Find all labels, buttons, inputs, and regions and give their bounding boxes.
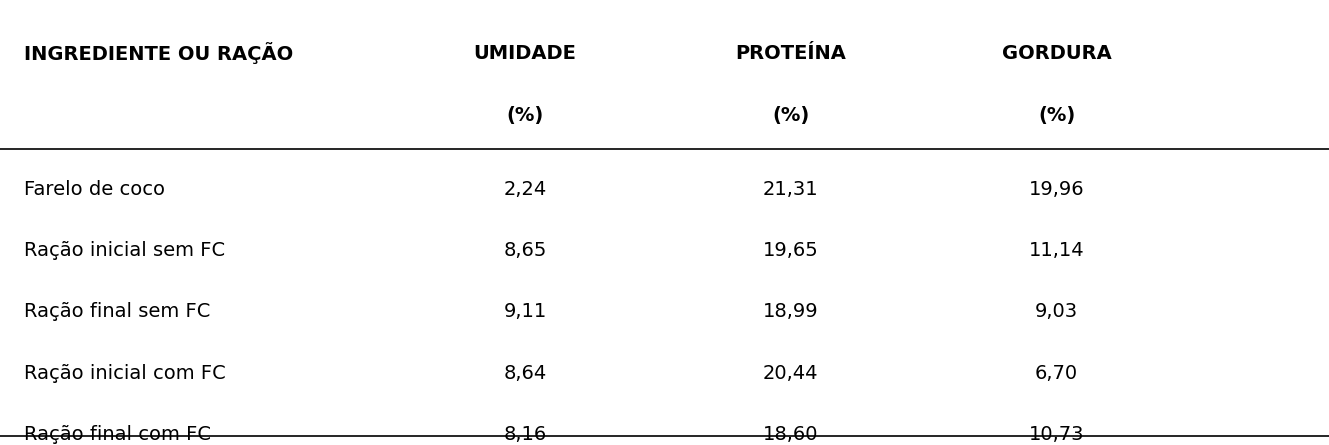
Text: INGREDIENTE OU RAÇÃO: INGREDIENTE OU RAÇÃO	[24, 42, 294, 65]
Text: 11,14: 11,14	[1029, 241, 1084, 260]
Text: (%): (%)	[506, 106, 544, 125]
Text: (%): (%)	[772, 106, 809, 125]
Text: 8,65: 8,65	[504, 241, 546, 260]
Text: 19,65: 19,65	[763, 241, 819, 260]
Text: Farelo de coco: Farelo de coco	[24, 180, 165, 198]
Text: UMIDADE: UMIDADE	[473, 44, 577, 63]
Text: 9,11: 9,11	[504, 303, 546, 321]
Text: 6,70: 6,70	[1035, 364, 1078, 383]
Text: 18,99: 18,99	[763, 303, 819, 321]
Text: Ração inicial sem FC: Ração inicial sem FC	[24, 241, 225, 260]
Text: GORDURA: GORDURA	[1002, 44, 1111, 63]
Text: 10,73: 10,73	[1029, 425, 1084, 444]
Text: Ração inicial com FC: Ração inicial com FC	[24, 364, 226, 383]
Text: 20,44: 20,44	[763, 364, 819, 383]
Text: Ração final com FC: Ração final com FC	[24, 425, 211, 444]
Text: Ração final sem FC: Ração final sem FC	[24, 303, 210, 321]
Text: 21,31: 21,31	[763, 180, 819, 198]
Text: 8,16: 8,16	[504, 425, 546, 444]
Text: PROTEÍNA: PROTEÍNA	[735, 44, 847, 63]
Text: 8,64: 8,64	[504, 364, 546, 383]
Text: 9,03: 9,03	[1035, 303, 1078, 321]
Text: 19,96: 19,96	[1029, 180, 1084, 198]
Text: (%): (%)	[1038, 106, 1075, 125]
Text: 18,60: 18,60	[763, 425, 819, 444]
Text: 2,24: 2,24	[504, 180, 546, 198]
